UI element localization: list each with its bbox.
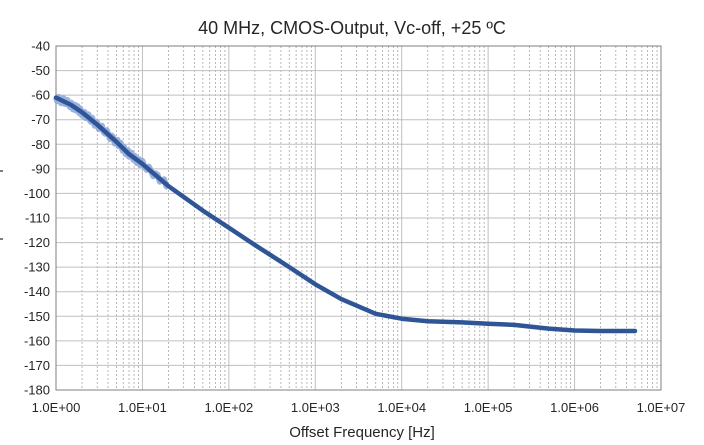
y-tick-label: -150: [24, 309, 50, 324]
y-tick-label: -100: [24, 186, 50, 201]
x-tick-label: 1.0E+01: [118, 400, 167, 415]
y-axis-title-fragment: [0, 170, 3, 172]
y-tick-label: -130: [24, 260, 50, 275]
y-tick-label: -60: [31, 88, 50, 103]
y-tick-label: -90: [31, 161, 50, 176]
y-tick-label: -160: [24, 333, 50, 348]
x-tick-label: 1.0E+04: [377, 400, 426, 415]
x-tick-label: 1.0E+03: [291, 400, 340, 415]
y-axis-title-fragment: [0, 238, 3, 240]
y-tick-label: -120: [24, 235, 50, 250]
x-tick-label: 1.0E+06: [550, 400, 599, 415]
x-tick-label: 1.0E+02: [204, 400, 253, 415]
x-tick-label: 1.0E+07: [637, 400, 686, 415]
x-tick-label: 1.0E+00: [32, 400, 81, 415]
y-tick-label: -40: [31, 39, 50, 54]
y-tick-label: -110: [25, 211, 50, 226]
y-tick-label: -80: [31, 137, 50, 152]
y-tick-label: -70: [31, 112, 50, 127]
y-tick-label: -50: [31, 63, 50, 78]
x-axis-title: Offset Frequency [Hz]: [0, 424, 704, 441]
y-tick-label: -140: [24, 284, 50, 299]
y-tick-label: -170: [24, 358, 50, 373]
x-tick-label: 1.0E+05: [464, 400, 513, 415]
y-tick-label: -180: [24, 383, 50, 398]
